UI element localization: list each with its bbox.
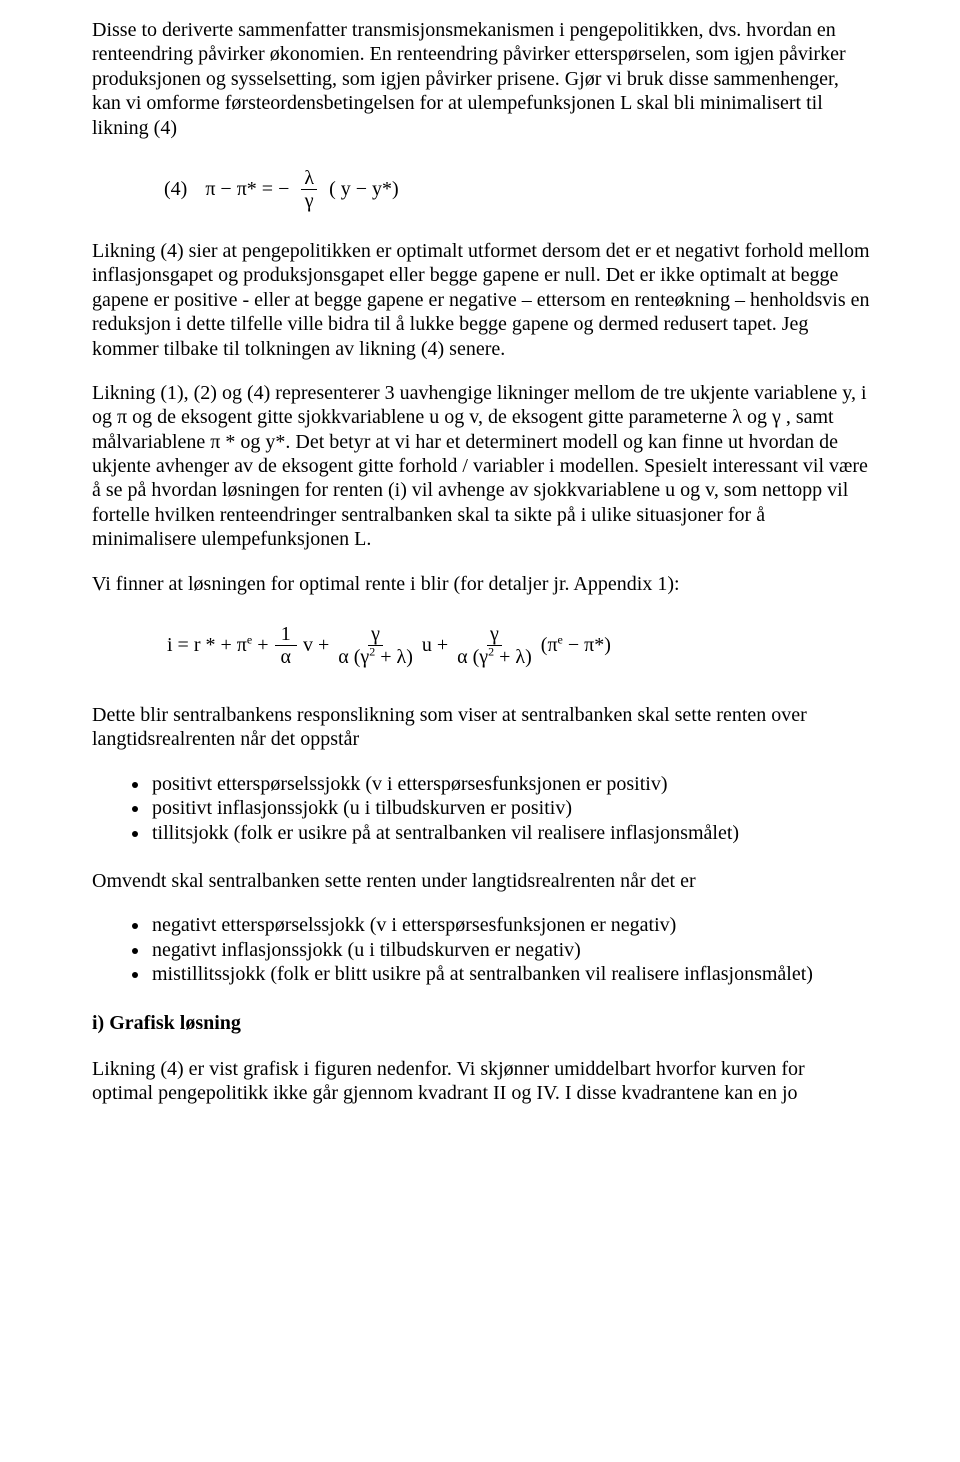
paragraph-eq4-explain: Likning (4) sier at pengepolitikken er o… — [92, 239, 870, 361]
bullet-list-above: positivt etterspørselssjokk (v i ettersp… — [92, 772, 870, 845]
paragraph-model: Likning (1), (2) og (4) representerer 3 … — [92, 381, 870, 552]
eq-term-3: u + — [422, 633, 448, 657]
paragraph-intro: Disse to deriverte sammenfatter transmis… — [92, 18, 870, 140]
list-item: positivt etterspørselssjokk (v i ettersp… — [150, 772, 870, 796]
equation-4-label: (4) — [164, 177, 187, 201]
eq-term-1: i = r * + πe + — [167, 633, 268, 657]
equation-4-num: λ — [301, 168, 317, 190]
list-item: tillitsjokk (folk er usikre på at sentra… — [150, 821, 870, 845]
equation-4-lhs: π − π* = − — [205, 177, 289, 201]
eq-frac-1: 1 α — [274, 624, 296, 667]
equation-4-fraction: λ γ — [301, 168, 317, 211]
paragraph-response-below: Omvendt skal sentralbanken sette renten … — [92, 869, 870, 893]
section-heading-i: i) Grafisk løsning — [92, 1011, 870, 1035]
list-item: mistillitssjokk (folk er blitt usikre på… — [150, 962, 870, 986]
paragraph-solution-intro: Vi finner at løsningen for optimal rente… — [92, 572, 870, 596]
eq-frac-3: γ α (γ2 + λ) — [454, 624, 535, 667]
list-item: negativt etterspørselssjokk (v i ettersp… — [150, 913, 870, 937]
equation-4-den: γ — [302, 190, 317, 211]
eq-term-4: (πe − π*) — [541, 633, 611, 657]
paragraph-response-above: Dette blir sentralbankens responslikning… — [92, 703, 870, 752]
eq-frac-2: γ α (γ2 + λ) — [335, 624, 416, 667]
list-item: positivt inflasjonssjokk (u i tilbudskur… — [150, 796, 870, 820]
equation-4: (4) π − π* = − λ γ ( y − y*) — [164, 168, 870, 211]
paragraph-graphical: Likning (4) er vist grafisk i figuren ne… — [92, 1057, 870, 1106]
bullet-list-below: negativt etterspørselssjokk (v i ettersp… — [92, 913, 870, 986]
eq-term-2: v + — [303, 633, 329, 657]
list-item: negativt inflasjonssjokk (u i tilbudskur… — [150, 938, 870, 962]
equation-4-rhs: ( y − y*) — [329, 177, 399, 201]
equation-response: i = r * + πe + 1 α v + γ α (γ2 + λ) u + … — [164, 624, 870, 667]
